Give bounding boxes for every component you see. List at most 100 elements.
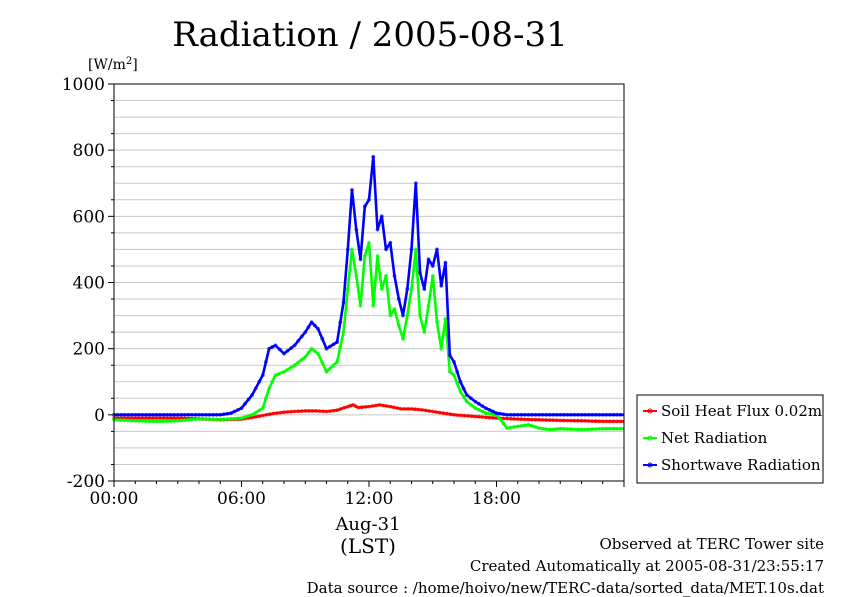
series-point [371,303,376,308]
series-point [140,419,145,423]
series-point [476,401,481,406]
series-layer [112,154,624,432]
series-point [547,418,552,423]
series-markers [112,240,623,432]
y-tick-label: 200 [73,340,105,360]
series-point [274,411,279,416]
series-point [246,397,251,402]
series-point [335,359,340,364]
series-point [358,303,363,308]
series-point [345,404,350,409]
series-point [551,418,556,423]
series-point [388,404,393,409]
series-point [491,409,495,414]
series-point [303,330,308,335]
legend-label: Soil Heat Flux 0.02m [661,402,822,420]
series-point [277,347,282,352]
series-point [309,346,314,351]
series-point [338,345,343,349]
series-point [278,410,283,415]
series-point [461,386,466,391]
series-point [211,412,216,417]
series-point [607,419,612,424]
series-point [409,406,414,411]
series-point [469,402,473,407]
series-point [239,416,244,421]
series-point [345,247,350,252]
series-point [487,411,492,416]
series-point [439,346,444,351]
series-point [310,408,315,413]
footer-created: Created Automatically at 2005-08-31/23:5… [469,557,824,575]
series-point [260,373,265,378]
series-point [469,396,473,401]
series-point [129,418,134,423]
series-point [576,418,580,423]
series-point [179,418,184,423]
series-point [317,409,322,414]
y-unit-close: ] [132,57,137,73]
series-point [593,419,598,424]
gridlines [114,100,624,465]
series-point [356,405,361,410]
series-point [565,412,570,417]
series-point [476,414,481,419]
series-line [113,241,624,432]
y-unit-superscript: 2 [126,56,132,67]
series-point [544,427,549,432]
series-point [358,257,363,262]
series-point [590,427,595,432]
x-tick-label: 12:00 [345,489,394,509]
series-point [402,406,407,411]
series-point [491,415,495,420]
series-point [377,402,382,407]
series-point [418,270,422,275]
y-axis-unit-label: [W/m2] [88,56,138,73]
series-point [597,412,602,417]
series-point [597,426,602,431]
series-point [462,413,467,418]
series-point [324,346,329,351]
series-point [257,379,262,384]
series-point [401,336,405,341]
series-point [312,349,317,354]
series-point [461,394,466,399]
series-point [579,427,584,432]
series-point [189,412,194,417]
series-point [405,287,410,292]
series-point [282,410,286,415]
series-point [572,418,577,423]
series-point [576,427,580,432]
series-point [371,154,376,159]
series-point [508,416,513,421]
series-point [569,427,573,432]
series-point [115,412,120,417]
series-point [122,412,127,417]
series-point [618,426,623,431]
series-point [375,254,380,258]
series-point [501,416,506,421]
series-point [533,425,538,429]
series-point [299,334,304,339]
series-point [501,421,506,426]
series-point [253,410,258,415]
series-point [289,365,294,370]
series-point [316,351,320,356]
series-point [257,408,262,413]
series-point [379,214,384,219]
series-markers [112,154,623,417]
series-point [434,410,439,415]
series-point [607,426,612,431]
series-point [473,399,478,404]
series-point [615,426,619,431]
series-point [277,371,282,376]
chart-title: Radiation / 2005-08-31 [172,15,568,55]
series-point [388,313,393,318]
series-point [282,369,286,374]
series-point [466,413,471,418]
series-point [122,418,127,423]
series-point [447,353,452,358]
series-point [526,422,531,427]
series-point [483,406,488,411]
series-point [459,413,464,418]
